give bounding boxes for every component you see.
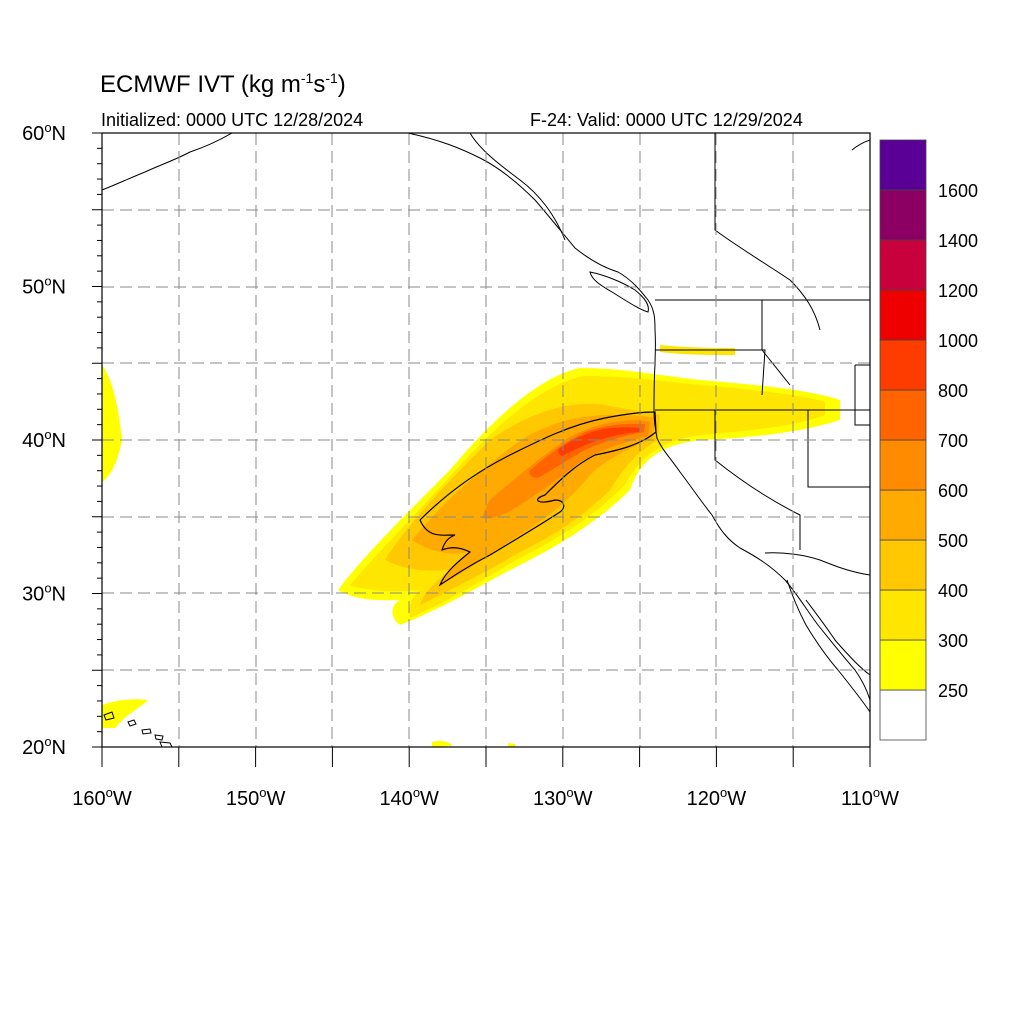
colorbar-box-10 xyxy=(879,189,927,241)
hudson-coast xyxy=(851,139,870,151)
political-borders xyxy=(469,133,870,576)
valid-time-label: F-24: Valid: 0000 UTC 12/29/2024 xyxy=(530,110,803,130)
ivt-contour-600 xyxy=(482,420,650,519)
lat-label-60: 60oN xyxy=(22,120,66,145)
colorbar-label-250: 250 xyxy=(938,681,968,701)
colorbar-box-9 xyxy=(879,239,927,291)
colorbar-label-700: 700 xyxy=(938,431,968,451)
lat-label-30: 30oN xyxy=(22,581,66,606)
lat-label-50: 50oN xyxy=(22,274,66,299)
colorbar-label-1400: 1400 xyxy=(938,231,978,251)
gridlines xyxy=(102,133,870,747)
ivt-fragment-south xyxy=(432,741,452,747)
ivt-contour-line xyxy=(419,411,657,587)
colorbar-label-800: 800 xyxy=(938,381,968,401)
colorbar-labels: 250 300 400 500 600 700 800 1000 1200 1400 1600 xyxy=(938,181,978,701)
colorbar-label-1200: 1200 xyxy=(938,281,978,301)
ca-nv-border xyxy=(714,410,801,550)
colorbar-box-6 xyxy=(879,389,927,441)
colorbar-box-4 xyxy=(879,489,927,541)
idaho-border xyxy=(761,300,791,386)
colorbar xyxy=(879,139,927,741)
nv-az-border xyxy=(807,410,870,488)
ivt-fragment-hawaii xyxy=(102,699,148,728)
lon-label-140: 140oW xyxy=(379,785,439,810)
colorbar-box-8 xyxy=(879,289,927,341)
colorbar-box-7 xyxy=(879,339,927,391)
us-mexico-border xyxy=(764,552,870,576)
colorbar-label-1000: 1000 xyxy=(938,331,978,351)
alaska-coast xyxy=(102,133,233,191)
ivt-contour-800 xyxy=(558,427,640,456)
longitude-labels: 160oW 150oW 140oW 130oW 120oW 110oW xyxy=(72,785,899,810)
colorbar-box-3 xyxy=(879,539,927,591)
colorbar-label-400: 400 xyxy=(938,581,968,601)
lon-label-130: 130oW xyxy=(533,785,593,810)
coastline xyxy=(102,133,870,713)
map-title: ECMWF IVT (kg m-1s-1) xyxy=(100,70,346,98)
ivt-fragment-south-2 xyxy=(508,743,516,747)
colorbar-box-2 xyxy=(879,589,927,641)
mt-border xyxy=(854,364,870,426)
lon-label-110: 110oW xyxy=(841,785,899,810)
colorbar-box-1 xyxy=(879,639,927,691)
lat-label-20: 20oN xyxy=(22,734,66,759)
colorbar-label-300: 300 xyxy=(938,631,968,651)
ivt-fragment-west xyxy=(102,365,122,482)
colorbar-box-0 xyxy=(879,689,927,741)
hawaii-islands xyxy=(103,711,173,747)
lon-label-120: 120oW xyxy=(687,785,747,810)
axis-ticks xyxy=(92,132,871,767)
alaska-canada-border xyxy=(469,133,566,241)
canada-provinces xyxy=(714,133,821,331)
ivt-contour-700 xyxy=(529,423,645,478)
lat-label-40: 40oN xyxy=(22,427,66,452)
baja-coast xyxy=(786,579,870,713)
latitude-labels: 60oN 50oN 40oN 30oN 20oN xyxy=(22,120,66,759)
colorbar-box-5 xyxy=(879,439,927,491)
ivt-contour-500 xyxy=(412,415,656,585)
north-america-coast xyxy=(407,133,870,701)
gulf-california xyxy=(805,599,870,676)
colorbar-label-1600: 1600 xyxy=(938,181,978,201)
wa-or-border xyxy=(655,349,766,396)
colorbar-label-600: 600 xyxy=(938,481,968,501)
vancouver-island xyxy=(589,271,649,313)
lon-label-150: 150oW xyxy=(226,785,286,810)
init-time-label: Initialized: 0000 UTC 12/28/2024 xyxy=(101,110,364,130)
lon-label-160: 160oW xyxy=(72,785,132,810)
colorbar-box-11 xyxy=(879,139,927,191)
colorbar-label-500: 500 xyxy=(938,531,968,551)
